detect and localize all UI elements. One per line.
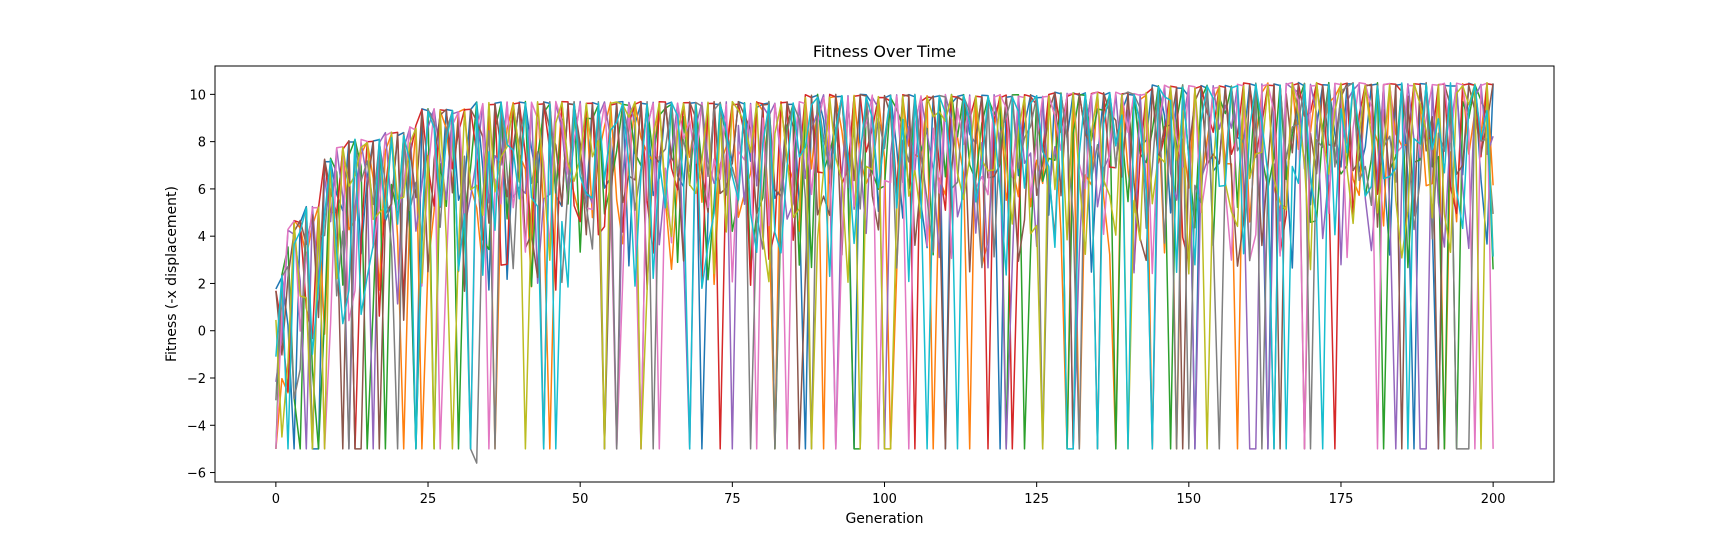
y-tick-label: −2 xyxy=(187,372,206,387)
y-tick-label: 10 xyxy=(189,88,206,103)
x-tick-label: 200 xyxy=(1481,492,1506,507)
x-tick-label: 175 xyxy=(1329,492,1354,507)
x-axis-ticks: 0 25 50 75 100 125 150 175 200 xyxy=(272,482,1506,507)
x-tick-label: 0 xyxy=(272,492,280,507)
y-tick-label: 0 xyxy=(198,325,206,340)
series-lines xyxy=(275,81,1494,464)
x-axis-label: Generation xyxy=(845,511,923,527)
x-tick-label: 50 xyxy=(572,492,589,507)
series-line-9 xyxy=(275,81,1494,450)
x-tick-label: 75 xyxy=(724,492,741,507)
y-axis-label: Fitness (-x displacement) xyxy=(164,186,180,362)
series-line-7 xyxy=(275,81,1494,450)
series-line-10 xyxy=(275,82,1494,450)
x-tick-label: 100 xyxy=(872,492,897,507)
x-tick-label: 25 xyxy=(420,492,437,507)
y-axis-ticks: −6 −4 −2 0 2 4 6 8 10 xyxy=(187,88,215,482)
chart-title: Fitness Over Time xyxy=(813,42,956,61)
y-tick-label: 6 xyxy=(198,183,206,198)
x-tick-label: 150 xyxy=(1176,492,1201,507)
y-tick-label: 2 xyxy=(198,277,206,292)
y-tick-label: 8 xyxy=(198,136,206,151)
y-tick-label: −6 xyxy=(187,467,206,482)
x-tick-label: 125 xyxy=(1024,492,1049,507)
y-tick-label: −4 xyxy=(187,419,206,434)
y-tick-label: 4 xyxy=(198,230,206,245)
